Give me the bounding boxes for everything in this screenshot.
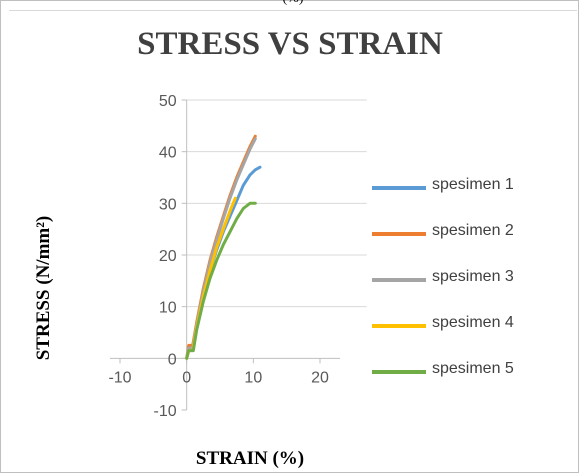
- top-strip: (%): [9, 0, 577, 11]
- chart-title: STRESS VS STRAIN: [137, 26, 443, 62]
- tick-layer: -10 0 10 20 30 40 50 -10 0 10 20: [108, 93, 329, 420]
- y-tick-label: 40: [159, 145, 177, 162]
- y-tick-label: 30: [159, 196, 177, 213]
- x-axis-label: STRAIN (%): [195, 448, 305, 469]
- series-layer: [185, 134, 262, 360]
- legend-swatch: [372, 278, 426, 282]
- legend-swatch: [372, 186, 426, 190]
- y-tick-label: 10: [159, 300, 177, 317]
- y-tick-label: 20: [159, 248, 177, 265]
- legend-label: spesimen 2: [432, 222, 514, 239]
- legend-swatch: [372, 324, 426, 328]
- top-strip-label: (%): [9, 0, 577, 7]
- series-line-5: [185, 201, 257, 360]
- legend-label: spesimen 3: [432, 268, 514, 285]
- grid-layer: [186, 99, 367, 308]
- y-tick-label: 50: [159, 93, 177, 110]
- y-tick-label: -10: [154, 403, 177, 420]
- legend-label: spesimen 4: [432, 314, 514, 331]
- y-tick-label: 0: [168, 351, 177, 368]
- legend-swatch: [372, 370, 426, 374]
- x-tick-label: 20: [311, 369, 329, 386]
- legend-label: spesimen 5: [432, 360, 514, 377]
- legend-swatch: [372, 232, 426, 236]
- x-tick-label: 0: [182, 369, 191, 386]
- x-tick-label: 10: [244, 369, 262, 386]
- x-tick-label: -10: [108, 369, 131, 386]
- legend-label: spesimen 1: [432, 176, 514, 193]
